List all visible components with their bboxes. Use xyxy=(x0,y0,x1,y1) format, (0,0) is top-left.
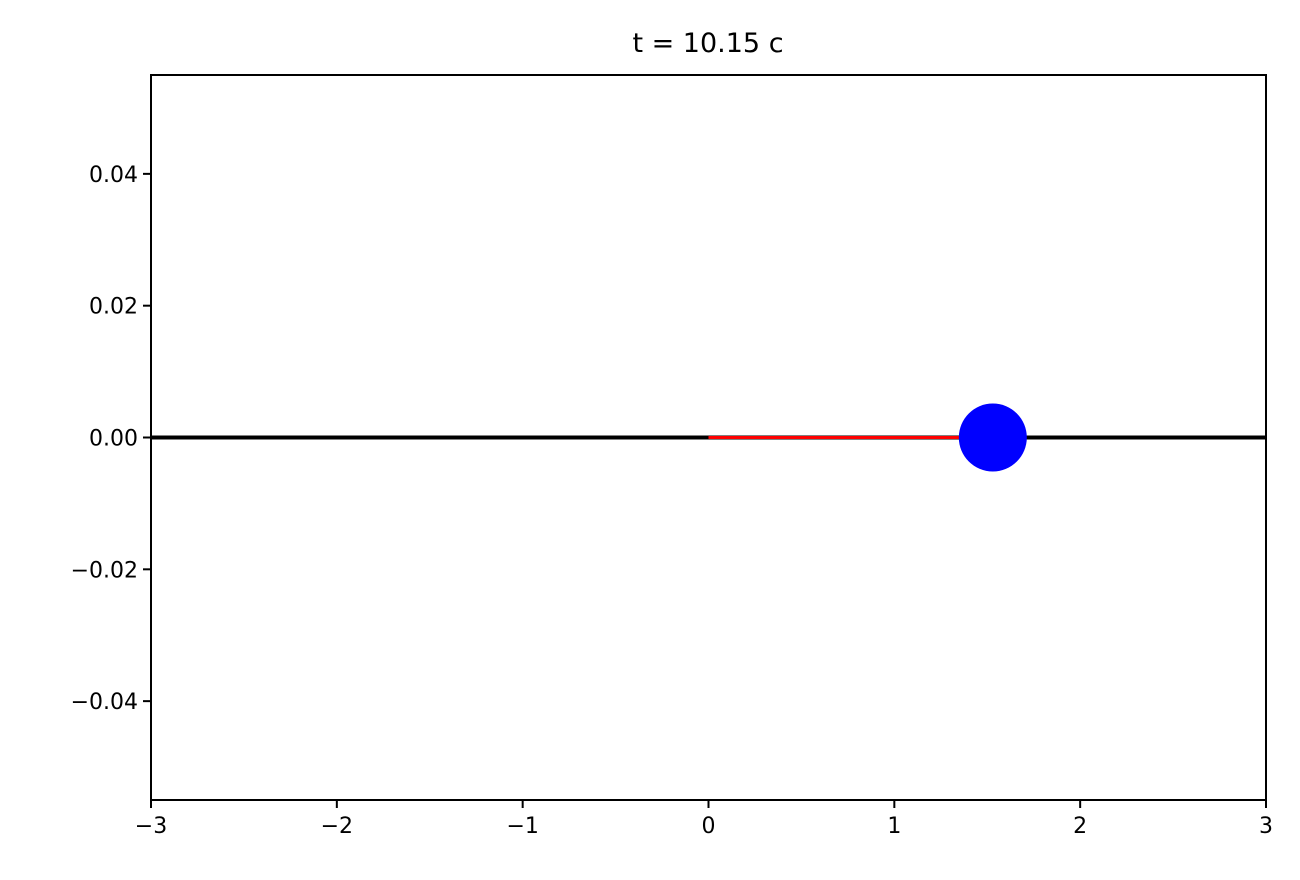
x-tick-label: −2 xyxy=(321,814,353,839)
x-tick-label: 2 xyxy=(1073,814,1087,839)
y-tick-label: 0.02 xyxy=(89,295,138,320)
axes-frame xyxy=(150,74,1267,801)
plot-area xyxy=(151,403,1266,472)
x-tick-label: 1 xyxy=(887,814,901,839)
axis-ticks: −3 −2 −1 0 1 2 3 0.04 0.02 0.00 −0.02 −0.04 xyxy=(71,163,1273,839)
y-tick-label: −0.02 xyxy=(71,558,138,583)
y-tick-label: 0.00 xyxy=(89,427,138,452)
x-tick-label: 3 xyxy=(1259,814,1273,839)
x-tick-label: 0 xyxy=(702,814,716,839)
x-tick-label: −1 xyxy=(506,814,538,839)
mass-point xyxy=(958,403,1027,472)
y-tick-label: −0.04 xyxy=(71,690,138,715)
x-tick-label: −3 xyxy=(135,814,167,839)
chart-title: t = 10.15 c xyxy=(632,28,783,59)
y-tick-label: 0.04 xyxy=(89,163,138,188)
